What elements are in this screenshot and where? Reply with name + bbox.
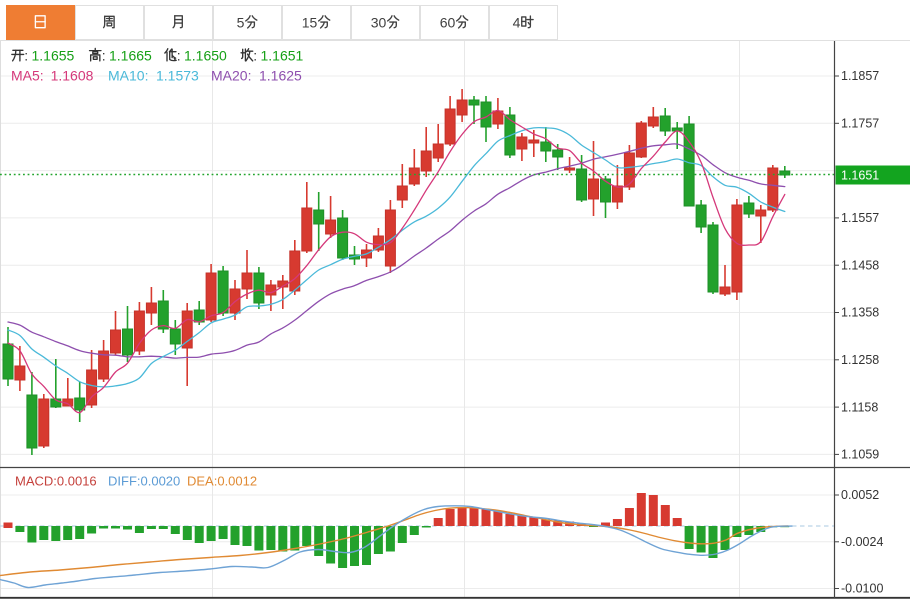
svg-text:1.1358: 1.1358: [841, 306, 879, 320]
svg-text::: :: [24, 48, 28, 64]
svg-text:MA20:: MA20:: [211, 68, 251, 84]
svg-text:1.1650: 1.1650: [184, 48, 227, 64]
svg-text:1.1573: 1.1573: [156, 68, 199, 84]
svg-text:-0.0100: -0.0100: [841, 582, 883, 596]
svg-text:1.1857: 1.1857: [841, 69, 879, 83]
svg-text:MACD:0.0016: MACD:0.0016: [15, 474, 97, 489]
svg-text:1.1757: 1.1757: [841, 117, 879, 131]
svg-text:-0.0024: -0.0024: [841, 535, 883, 549]
svg-text:1.1651: 1.1651: [841, 169, 879, 183]
svg-text:1.1059: 1.1059: [841, 448, 879, 462]
svg-text:4: 4: [513, 15, 521, 31]
svg-text:1.1557: 1.1557: [841, 211, 879, 225]
svg-text:5: 5: [237, 15, 245, 31]
svg-text:1.1655: 1.1655: [32, 48, 75, 64]
svg-text:0.0052: 0.0052: [841, 488, 879, 502]
svg-text:1.1258: 1.1258: [841, 353, 879, 367]
svg-text:1.1608: 1.1608: [51, 68, 94, 84]
svg-text:MA10:: MA10:: [108, 68, 148, 84]
svg-text:DIFF:0.0020: DIFF:0.0020: [108, 474, 180, 489]
svg-text:DEA:0.0012: DEA:0.0012: [187, 474, 257, 489]
svg-text:MA5:: MA5:: [11, 68, 44, 84]
svg-text:1.1458: 1.1458: [841, 258, 879, 272]
svg-text:1.1625: 1.1625: [259, 68, 302, 84]
svg-text:30: 30: [371, 15, 387, 31]
svg-text:60: 60: [440, 15, 456, 31]
svg-text:1.1665: 1.1665: [109, 48, 152, 64]
svg-text::: :: [102, 48, 106, 64]
svg-text::: :: [177, 48, 181, 64]
svg-text:1.1651: 1.1651: [261, 48, 304, 64]
svg-text:1.1158: 1.1158: [841, 400, 878, 414]
svg-text:15: 15: [302, 15, 318, 31]
svg-text::: :: [253, 48, 257, 64]
